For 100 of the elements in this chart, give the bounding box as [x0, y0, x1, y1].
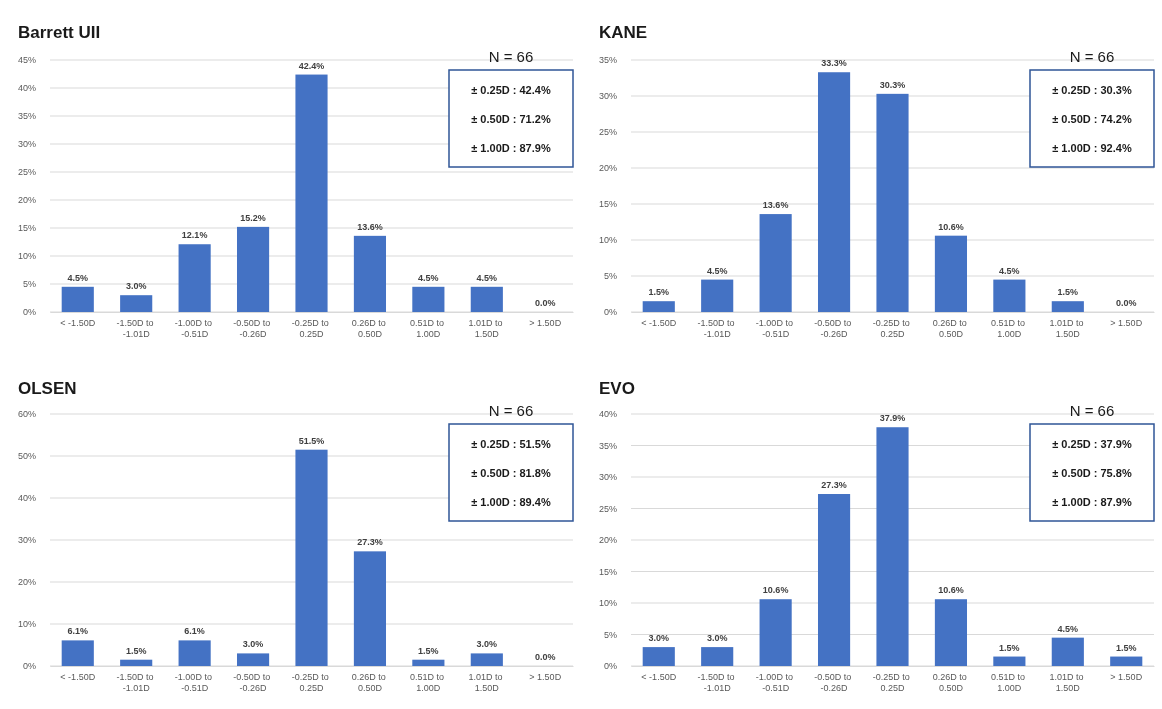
- bar: [295, 449, 328, 666]
- y-tick-label: 25%: [598, 127, 617, 138]
- y-tick-label: 15%: [598, 199, 617, 210]
- annotation: ± 0.50D : 75.8%: [1052, 467, 1132, 479]
- x-tick-label: -1.00D to -0.51D: [755, 318, 796, 340]
- data-label: 4.5%: [999, 265, 1020, 276]
- data-label: 6.1%: [184, 626, 205, 637]
- x-tick-label: -1.50D to -1.01D: [697, 318, 737, 340]
- data-label: 3.0%: [476, 639, 498, 650]
- y-tick-label: 50%: [17, 451, 36, 462]
- y-tick-label: 10%: [17, 619, 36, 630]
- y-tick-label: 5%: [603, 629, 617, 640]
- x-tick-label: -0.50D to -0.26D: [814, 672, 854, 694]
- x-tick-label: -1.50D to -1.01D: [697, 672, 737, 694]
- annotation: ± 1.00D : 87.9%: [1052, 496, 1132, 508]
- bar: [993, 279, 1026, 312]
- x-tick-label: < -1.50D: [60, 672, 96, 683]
- data-label: 42.4%: [298, 60, 325, 71]
- data-label: 1.5%: [648, 287, 670, 298]
- bar: [1051, 637, 1084, 666]
- y-tick-label: 30%: [17, 139, 36, 150]
- data-label: 4.5%: [1057, 623, 1079, 634]
- x-tick-label: 0.51D to 1.00D: [991, 672, 1028, 694]
- chart-title: OLSEN: [18, 379, 77, 398]
- data-label: 10.6%: [938, 585, 964, 596]
- data-label: 12.1%: [181, 230, 208, 241]
- x-tick-label: -1.00D to -0.51D: [174, 318, 215, 340]
- data-label: 3.0%: [706, 633, 728, 644]
- data-label: 3.0%: [648, 633, 670, 644]
- annotation: ± 0.25D : 37.9%: [1052, 438, 1132, 450]
- x-tick-label: -1.00D to -0.51D: [755, 672, 796, 694]
- x-tick-label: 0.26D to 0.50D: [351, 672, 389, 694]
- x-tick-label: 0.51D to 1.00D: [410, 318, 447, 340]
- y-tick-label: 15%: [598, 566, 617, 577]
- annotation: ± 0.50D : 81.8%: [471, 467, 551, 479]
- x-tick-label: > 1.50D: [529, 318, 562, 329]
- bar: [178, 640, 211, 666]
- y-tick-label: 25%: [598, 503, 617, 514]
- y-tick-label: 35%: [598, 55, 617, 66]
- data-label: 27.3%: [821, 480, 847, 491]
- x-tick-label: 0.51D to 1.00D: [410, 672, 447, 694]
- data-label: 0.0%: [534, 298, 556, 308]
- x-tick-label: 0.26D to 0.50D: [351, 318, 389, 340]
- bar: [759, 599, 792, 666]
- data-label: 33.3%: [821, 58, 847, 69]
- bar: [701, 279, 734, 312]
- bar: [1110, 656, 1143, 666]
- data-label: 1.5%: [418, 645, 439, 656]
- y-tick-label: 20%: [17, 195, 36, 206]
- data-label: 4.5%: [476, 272, 498, 283]
- x-tick-label: > 1.50D: [529, 672, 562, 683]
- y-tick-label: 25%: [17, 167, 36, 178]
- bar: [1051, 301, 1084, 312]
- x-tick-label: > 1.50D: [1110, 318, 1143, 329]
- y-tick-label: 30%: [598, 472, 617, 483]
- bar: [120, 659, 153, 666]
- x-tick-label: -0.50D to -0.26D: [233, 672, 273, 694]
- bar: [353, 235, 387, 312]
- y-tick-label: 60%: [17, 409, 36, 420]
- y-tick-label: 20%: [598, 163, 617, 174]
- x-tick-label: 1.01D to 1.50D: [468, 672, 506, 694]
- annotation: ± 0.25D : 51.5%: [471, 438, 551, 450]
- y-tick-label: 30%: [17, 535, 36, 546]
- bar: [817, 72, 851, 312]
- bar: [642, 647, 675, 666]
- bar: [470, 286, 503, 312]
- bar: [61, 286, 94, 312]
- x-tick-label: -0.25D to 0.25D: [291, 318, 332, 340]
- bar: [120, 295, 153, 312]
- data-label: 13.6%: [762, 200, 789, 211]
- y-tick-label: 20%: [17, 577, 36, 588]
- y-tick-label: 40%: [17, 83, 36, 94]
- data-label: 3.0%: [125, 281, 147, 292]
- y-tick-label: 35%: [598, 440, 617, 451]
- annotation: ± 1.00D : 87.9%: [471, 142, 551, 154]
- data-label: 30.3%: [879, 79, 906, 90]
- y-tick-label: 35%: [17, 111, 36, 122]
- data-label: 10.6%: [762, 585, 789, 596]
- x-tick-label: 0.26D to 0.50D: [932, 318, 970, 340]
- x-tick-label: < -1.50D: [60, 318, 96, 329]
- y-tick-label: 30%: [598, 91, 617, 102]
- annotation: ± 0.50D : 74.2%: [1052, 113, 1132, 125]
- data-label: 1.5%: [999, 642, 1020, 653]
- data-label: 1.5%: [1057, 287, 1079, 298]
- bar: [934, 599, 968, 666]
- bar: [759, 214, 792, 312]
- data-label: 4.5%: [418, 272, 439, 283]
- data-label: 27.3%: [357, 537, 383, 548]
- bar: [412, 286, 445, 312]
- x-tick-label: -0.25D to 0.25D: [872, 318, 913, 340]
- data-label: 1.5%: [1115, 642, 1137, 653]
- x-tick-label: -0.25D to 0.25D: [872, 672, 913, 694]
- x-tick-label: -1.50D to -1.01D: [116, 672, 156, 694]
- bar: [236, 226, 270, 312]
- y-tick-label: 5%: [603, 271, 617, 282]
- data-label: 15.2%: [240, 212, 266, 223]
- data-label: 1.5%: [125, 645, 147, 656]
- bar: [178, 244, 211, 312]
- x-tick-label: -1.50D to -1.01D: [116, 318, 156, 340]
- bar: [876, 427, 909, 666]
